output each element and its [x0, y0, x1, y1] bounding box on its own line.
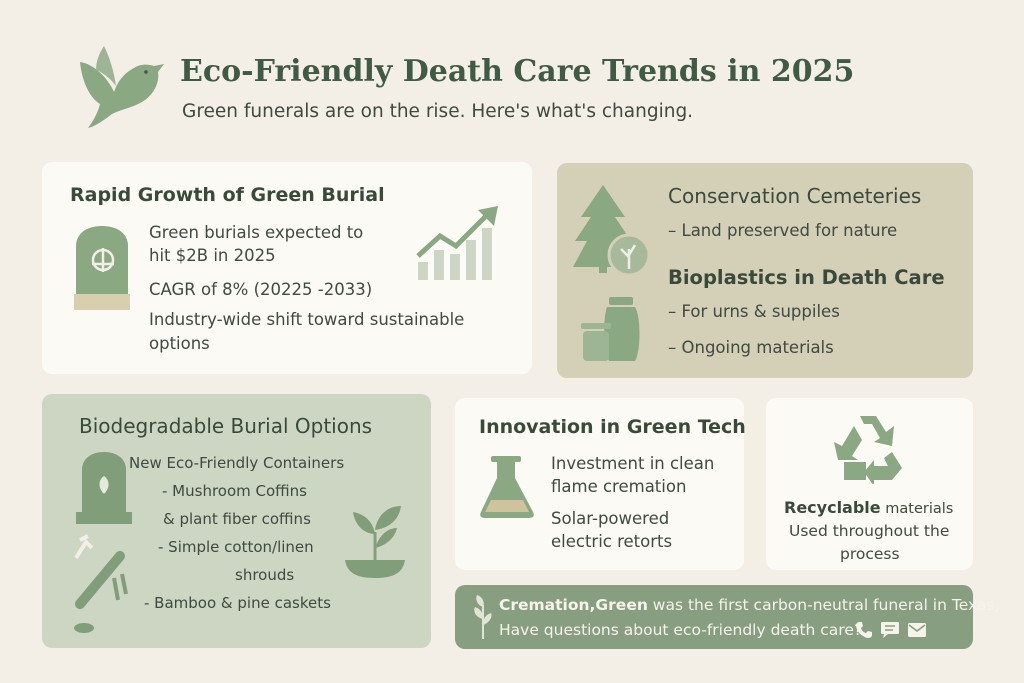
innovation-line2: flame cremation — [551, 477, 687, 496]
innovation-line3: Solar-powered — [551, 509, 670, 528]
biodegradable-heading: Biodegradable Burial Options — [79, 414, 373, 438]
recycle-line1: Recyclable materials — [784, 498, 953, 517]
recycle-icon — [834, 416, 902, 484]
bio-item-4: shrouds — [235, 566, 295, 584]
chat-icon[interactable] — [880, 621, 900, 639]
page-title: Eco-Friendly Death Care Trends in 2025 — [180, 54, 855, 89]
mail-icon[interactable] — [907, 622, 927, 638]
bioplastics-heading: Bioplastics in Death Care — [668, 266, 945, 289]
recycle-bold: Recyclable — [784, 498, 881, 517]
recycle-line3: process — [840, 545, 900, 563]
growth-line1: Green burials expected to — [149, 223, 364, 242]
innovation-card: Innovation in Green Tech Investment in c… — [455, 398, 746, 570]
innovation-line1: Investment in clean — [551, 454, 715, 473]
growth-shift2: options — [149, 334, 210, 353]
phone-icon[interactable] — [855, 621, 873, 639]
biodegradable-card: Biodegradable Burial Options New Eco-Fri… — [42, 394, 431, 648]
growth-cagr: CAGR of 8% (20225 -2033) — [149, 280, 373, 299]
headstone-icon — [74, 226, 130, 310]
footer-line2: Have questions about eco-friendly death … — [499, 621, 863, 639]
recycle-rest: materials — [880, 501, 954, 517]
bio-item-5: - Bamboo & pine caskets — [144, 594, 331, 612]
bamboo-icon — [74, 534, 128, 633]
conservation-card: Conservation Cemeteries – Land preserved… — [557, 163, 973, 378]
bio-item-1: - Mushroom Coffins — [162, 482, 307, 500]
innovation-heading: Innovation in Green Tech — [479, 416, 746, 438]
page-subtitle: Green funerals are on the rise. Here's w… — [182, 101, 694, 122]
urn-icon — [581, 297, 640, 361]
innovation-line4: electric retorts — [551, 532, 673, 551]
conservation-heading: Conservation Cemeteries — [668, 184, 922, 208]
bio-item-0: New Eco-Friendly Containers — [129, 454, 345, 472]
bioplastics-item1: – For urns & suppiles — [668, 302, 840, 321]
footer-line1: Cremation,Green was the first carbon-neu… — [499, 596, 1000, 614]
growth-line2: hit $2B in 2025 — [149, 246, 276, 265]
growth-chart-icon — [416, 206, 498, 280]
tree-icon — [573, 185, 651, 275]
recycle-card: Recyclable materials Used throughout the… — [766, 398, 973, 570]
grave-leaf-icon — [76, 452, 132, 524]
growth-shift1: Industry-wide shift toward sustainable — [149, 310, 465, 329]
conservation-item: – Land preserved for nature — [668, 221, 898, 240]
leaf-icon — [474, 595, 492, 639]
plant-bowl-icon — [345, 506, 405, 578]
growth-card: Rapid Growth of Green Burial Green buria… — [42, 162, 532, 374]
bioplastics-item2: – Ongoing materials — [668, 338, 834, 357]
footer-line1-rest: was the first carbon-neutral funeral in … — [647, 596, 1000, 614]
dove-icon — [80, 46, 164, 128]
bio-item-2: & plant fiber coffins — [163, 510, 311, 528]
growth-heading: Rapid Growth of Green Burial — [70, 184, 385, 206]
bio-item-3: - Simple cotton/linen — [158, 538, 314, 556]
footer-banner: Cremation,Green was the first carbon-neu… — [455, 585, 1000, 649]
recycle-line2: Used throughout the — [789, 522, 950, 540]
footer-bold: Cremation,Green — [499, 596, 648, 614]
flask-icon — [480, 456, 534, 518]
